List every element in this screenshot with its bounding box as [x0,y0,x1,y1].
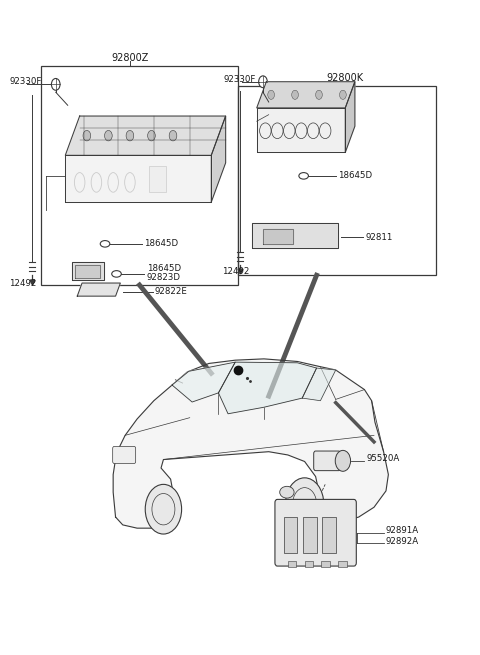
Polygon shape [65,116,226,155]
Ellipse shape [112,271,121,277]
Text: 92891A: 92891A [385,525,418,534]
Bar [323,517,336,553]
Polygon shape [75,265,100,278]
Text: 92330F: 92330F [9,77,42,86]
Text: 92823D: 92823D [147,273,180,282]
Polygon shape [218,362,317,414]
Bar [322,561,330,567]
Circle shape [145,484,181,534]
Bar [238,86,436,275]
Text: 12492: 12492 [9,279,36,288]
Text: 92800K: 92800K [326,73,363,83]
Polygon shape [211,116,226,202]
Circle shape [259,76,267,88]
Polygon shape [72,262,104,280]
Circle shape [105,130,112,141]
FancyBboxPatch shape [113,447,136,464]
Bar [305,561,313,567]
Polygon shape [77,283,120,296]
Polygon shape [345,82,355,153]
Circle shape [292,90,299,100]
Polygon shape [172,362,235,402]
Text: 18645D: 18645D [338,172,372,180]
Text: 92811: 92811 [365,233,393,242]
Circle shape [268,90,275,100]
Circle shape [286,478,324,530]
Polygon shape [257,82,355,108]
Bar [303,517,317,553]
Bar [338,561,347,567]
Ellipse shape [280,486,294,498]
Polygon shape [263,229,293,244]
Circle shape [339,90,346,100]
Text: 95520A: 95520A [366,454,400,462]
FancyBboxPatch shape [275,499,356,566]
Text: 92822E: 92822E [155,287,188,296]
Ellipse shape [299,173,309,179]
Text: 92330F: 92330F [223,75,256,84]
Polygon shape [302,368,336,401]
Text: 92800Z: 92800Z [111,53,149,64]
Text: 92892A: 92892A [385,536,418,546]
Circle shape [169,130,177,141]
Circle shape [288,535,295,544]
Polygon shape [113,359,388,528]
Circle shape [148,130,156,141]
Circle shape [51,79,60,90]
Text: 18645D: 18645D [144,239,179,248]
Text: 12492: 12492 [222,267,249,276]
Circle shape [335,451,350,472]
Polygon shape [252,223,338,248]
Bar [288,561,297,567]
Polygon shape [257,108,345,153]
FancyBboxPatch shape [314,451,340,471]
Circle shape [316,90,323,100]
Polygon shape [65,155,211,202]
Text: 18645D: 18645D [147,263,181,272]
Bar [149,166,166,192]
Bar [284,517,298,553]
Circle shape [83,130,91,141]
Circle shape [126,130,134,141]
Bar [41,66,238,285]
Ellipse shape [100,240,110,247]
